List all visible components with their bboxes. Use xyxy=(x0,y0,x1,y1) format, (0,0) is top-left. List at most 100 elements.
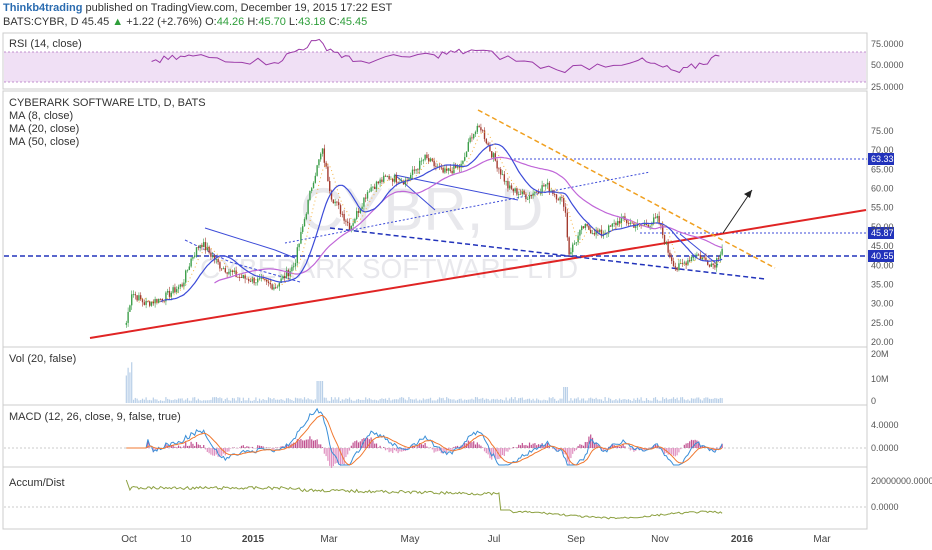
candle-body xyxy=(379,179,381,184)
macd-histogram-bar xyxy=(338,448,340,465)
macd-histogram-bar xyxy=(176,447,178,448)
candle-body xyxy=(689,260,691,262)
macd-histogram-bar xyxy=(377,447,379,448)
candle-body xyxy=(557,199,560,201)
candle-body xyxy=(669,252,671,258)
macd-histogram-bar xyxy=(671,448,673,455)
candle-body xyxy=(577,235,579,243)
candle-body xyxy=(298,243,300,248)
candle-body xyxy=(323,148,326,163)
x-axis-label: May xyxy=(401,534,420,545)
red-trendline xyxy=(89,209,867,339)
legend-symbol[interactable]: CYBERARK SOFTWARE LTD, D, BATS xyxy=(9,97,206,109)
volume-bar xyxy=(645,398,648,403)
volume-bar xyxy=(300,398,302,403)
volume-bar xyxy=(334,397,336,403)
candle-body xyxy=(446,168,448,171)
candle-body xyxy=(240,277,243,278)
volume-bar xyxy=(361,399,363,403)
legend-ma50[interactable]: MA (50, close) xyxy=(9,136,80,148)
candle-body xyxy=(291,267,293,272)
macd-histogram-bar xyxy=(471,442,473,448)
volume-bar xyxy=(257,400,259,403)
volume-bar xyxy=(442,397,444,403)
volume-bar xyxy=(381,398,383,403)
candle-body xyxy=(289,271,291,277)
volume-bar xyxy=(557,400,559,403)
candle-body xyxy=(273,287,275,290)
macd-histogram-bar xyxy=(179,446,181,448)
macd-histogram-bar xyxy=(501,448,504,456)
author-link[interactable]: Thinkb4trading xyxy=(3,2,83,14)
candle-body xyxy=(492,153,495,158)
candle-body xyxy=(127,311,129,323)
volume-bar xyxy=(424,399,426,403)
candle-body xyxy=(419,160,421,170)
macd-histogram-bar xyxy=(172,445,174,448)
volume-bar xyxy=(174,399,176,403)
volume-label[interactable]: Vol (20, false) xyxy=(9,353,77,365)
candle-body xyxy=(559,197,561,201)
candle-body xyxy=(473,134,475,139)
volume-bar xyxy=(550,398,552,403)
macd-histogram-bar xyxy=(190,441,192,448)
macd-histogram-bar xyxy=(692,440,694,448)
candle-body xyxy=(320,153,322,160)
macd-histogram-bar xyxy=(181,447,183,448)
volume-bar xyxy=(390,400,392,403)
candle-body xyxy=(442,167,444,173)
macd-histogram-bar xyxy=(305,439,307,448)
candle-body xyxy=(422,159,425,161)
candle-body xyxy=(626,220,628,224)
volume-bar xyxy=(294,397,297,403)
macd-histogram-bar xyxy=(464,442,466,448)
volume-bar xyxy=(712,398,714,403)
volume-bar xyxy=(527,398,529,403)
volume-bar xyxy=(681,397,684,403)
macd-histogram-bar xyxy=(564,448,567,455)
volume-bar xyxy=(644,400,646,403)
volume-bar xyxy=(411,399,414,403)
candle-body xyxy=(717,258,720,260)
volume-bar xyxy=(591,398,594,403)
volume-bar xyxy=(534,400,536,403)
candle-body xyxy=(687,260,689,266)
macd-histogram-bar xyxy=(392,448,394,453)
candle-body xyxy=(523,190,525,195)
price-tag-63 xyxy=(868,153,894,165)
candle-body xyxy=(235,270,237,277)
candle-body xyxy=(275,287,277,289)
candle-body xyxy=(356,211,358,219)
accum-label[interactable]: Accum/Dist xyxy=(9,477,65,489)
macd-histogram-bar xyxy=(395,448,397,452)
rsi-label[interactable]: RSI (14, close) xyxy=(9,38,82,50)
legend-ma20[interactable]: MA (20, close) xyxy=(9,123,80,135)
price-tick-label: 70.00 xyxy=(871,145,894,155)
macd-label[interactable]: MACD (12, 26, close, 9, false, true) xyxy=(9,411,181,423)
legend-ma8[interactable]: MA (8, close) xyxy=(9,110,74,122)
macd-histogram-bar xyxy=(361,439,363,448)
volume-bar xyxy=(494,399,496,403)
volume-bar xyxy=(156,399,158,403)
macd-histogram-bar xyxy=(199,445,201,448)
volume-bar xyxy=(321,381,324,403)
macd-histogram-bar xyxy=(525,444,527,448)
volume-bar xyxy=(426,398,428,403)
candle-body xyxy=(397,182,399,184)
candle-body xyxy=(420,160,423,162)
macd-histogram-bar xyxy=(419,443,421,448)
macd-histogram-bar xyxy=(194,445,196,448)
macd-histogram-bar xyxy=(219,448,221,457)
macd-histogram-bar xyxy=(586,441,588,448)
volume-bar xyxy=(570,398,572,403)
macd-histogram-bar xyxy=(541,443,543,448)
macd-histogram-bar xyxy=(221,448,223,457)
open-label: O: xyxy=(205,16,217,28)
candle-body xyxy=(654,217,657,219)
macd-histogram-bar xyxy=(658,448,660,449)
macd-histogram-bar xyxy=(156,448,158,451)
volume-bar xyxy=(635,400,637,403)
candle-body xyxy=(674,266,677,268)
candle-body xyxy=(644,223,646,226)
